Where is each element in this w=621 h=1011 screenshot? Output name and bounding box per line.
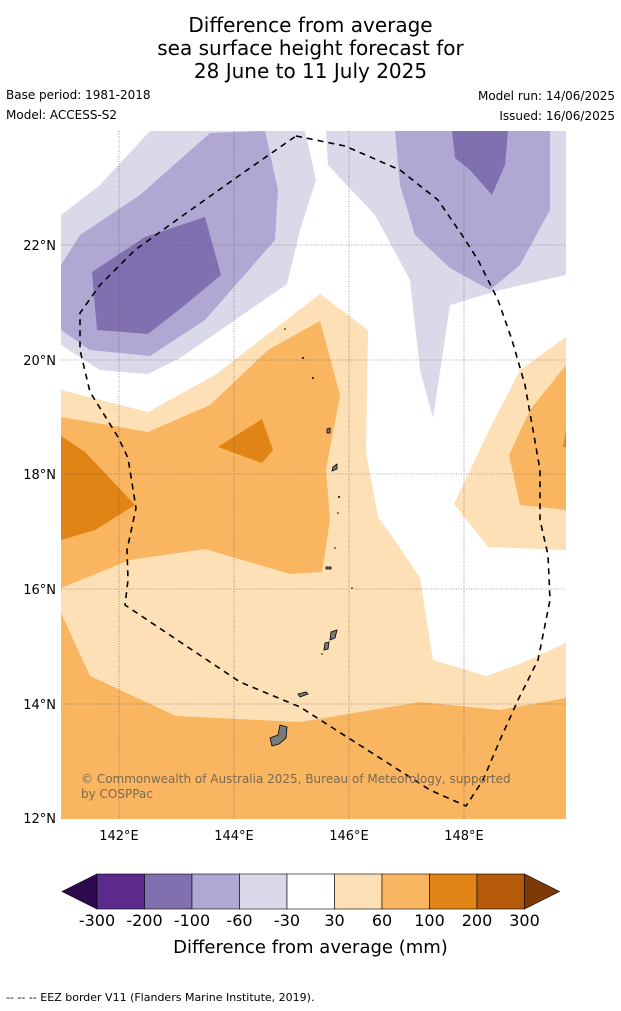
small-island (338, 496, 340, 498)
lon-label-146e: 146°E (329, 829, 369, 844)
colorbar-tick-label: 300 (509, 911, 540, 930)
colorbar-tick-label: -200 (126, 911, 163, 930)
anomaly-100-200-east (563, 430, 566, 447)
colorbar-segment (476, 873, 525, 910)
eez-border (79, 135, 551, 808)
pagan-island (331, 463, 338, 472)
lat-label-20n: 20°N (23, 354, 56, 369)
colorbar-segment (286, 873, 335, 910)
anomaly-neg100-200-east (452, 131, 508, 195)
colorbar-tick-label: -300 (78, 911, 116, 930)
colorbar-extend-low (61, 873, 98, 910)
title-line-3: 28 June to 11 July 2025 (193, 59, 428, 83)
small-island (337, 512, 339, 514)
chart-title: Difference from average sea surface heig… (0, 14, 621, 83)
colorbar-tick-label: 100 (414, 911, 445, 930)
eez-footer-note: -- -- -- EEZ border V11 (Flanders Marine… (6, 991, 315, 1004)
title-line-1: Difference from average (188, 13, 433, 37)
colorbar-segment (429, 873, 478, 910)
colorbar-tick-label: 200 (461, 911, 493, 930)
lat-label-12n: 12°N (23, 812, 56, 827)
lat-label-16n: 16°N (23, 583, 56, 598)
colorbar-segment (239, 873, 288, 910)
colorbar (61, 873, 561, 910)
lat-label-18n: 18°N (23, 468, 56, 483)
lon-label-142e: 142°E (99, 829, 139, 844)
colorbar-tick-label: -60 (226, 911, 253, 930)
anomaly-60-100-center (61, 321, 340, 588)
rota-island (297, 691, 309, 698)
guam-island (269, 724, 288, 747)
colorbar-tick-label: -100 (173, 911, 211, 930)
anatahan-island (325, 566, 332, 570)
small-island (302, 357, 304, 359)
anomaly-neg100-200-west (92, 217, 221, 334)
small-island (284, 328, 286, 330)
colorbar-segment (96, 873, 145, 910)
small-island (321, 653, 323, 655)
agrihan-island (326, 427, 331, 434)
anomaly-neg60-100-east (395, 131, 550, 290)
small-island (351, 587, 353, 589)
model-name: Model: ACCESS-S2 (6, 108, 118, 122)
colorbar-title: Difference from average (mm) (173, 937, 448, 958)
colorbar-segment (334, 873, 383, 910)
small-island (312, 377, 314, 379)
title-line-2: sea surface height forecast for (157, 36, 464, 60)
gridlines (61, 131, 566, 819)
saipan-island (329, 629, 338, 641)
colorbar-tick-label: 60 (371, 911, 393, 930)
colorbar-segment (144, 873, 193, 910)
anomaly-100-200-center (218, 419, 273, 463)
anomaly-fields (61, 131, 566, 819)
small-island (334, 547, 336, 549)
colorbar-tick-label: -30 (273, 911, 301, 930)
anomaly-60-100-south (61, 613, 566, 819)
colorbar-segment (191, 873, 240, 910)
colorbar-extend-high (524, 873, 561, 910)
base-period: Base period: 1981-2018 (6, 88, 151, 102)
colorbar-segment (381, 873, 430, 910)
issued-date: Issued: 16/06/2025 (499, 109, 615, 123)
copyright-credit: © Commonwealth of Australia 2025, Bureau… (81, 772, 511, 801)
model-run: Model run: 14/06/2025 (477, 89, 615, 103)
lon-label-144e: 144°E (214, 829, 254, 844)
colorbar-tick-label: 30 (324, 911, 345, 930)
lon-label-148e: 148°E (444, 829, 484, 844)
tinian-island (323, 641, 330, 651)
anomaly-100-200-west (61, 436, 135, 540)
map-figure: 22°N 20°N 18°N 16°N 14°N 12°N 142°E 144°… (23, 131, 566, 844)
lat-label-14n: 14°N (23, 698, 56, 713)
lat-label-22n: 22°N (23, 239, 56, 254)
